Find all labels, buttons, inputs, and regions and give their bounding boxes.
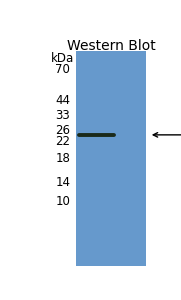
Text: 44: 44	[55, 94, 70, 107]
Text: 25kDa: 25kDa	[153, 130, 181, 140]
Text: 22: 22	[55, 135, 70, 148]
Text: 18: 18	[55, 152, 70, 165]
Text: 26: 26	[55, 124, 70, 137]
Text: 14: 14	[55, 176, 70, 189]
Text: Western Blot: Western Blot	[67, 40, 155, 53]
FancyBboxPatch shape	[76, 51, 146, 266]
Text: 10: 10	[55, 195, 70, 208]
Text: 70: 70	[55, 63, 70, 76]
Text: kDa: kDa	[51, 52, 75, 65]
Text: 33: 33	[56, 109, 70, 122]
